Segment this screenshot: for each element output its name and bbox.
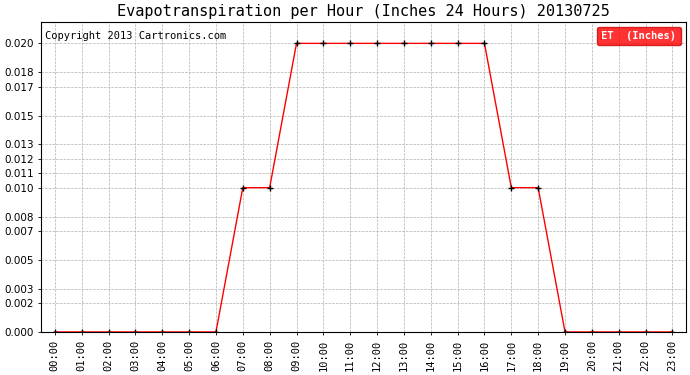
Title: Evapotranspiration per Hour (Inches 24 Hours) 20130725: Evapotranspiration per Hour (Inches 24 H…: [117, 4, 610, 19]
Text: Copyright 2013 Cartronics.com: Copyright 2013 Cartronics.com: [45, 31, 226, 41]
Legend: ET  (Inches): ET (Inches): [598, 27, 680, 45]
